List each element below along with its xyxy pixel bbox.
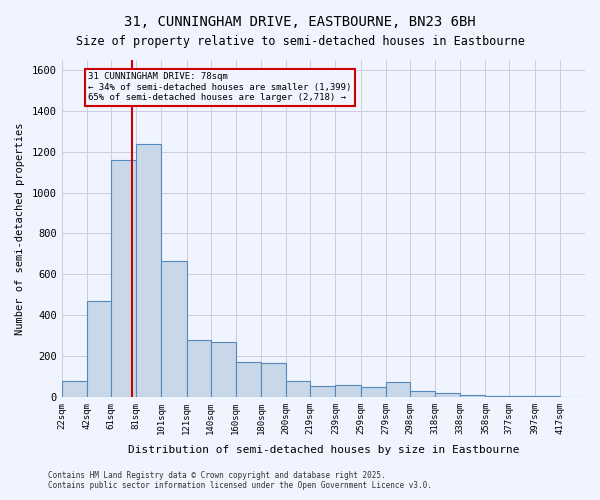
Bar bbox=[460, 394, 485, 397]
Text: Size of property relative to semi-detached houses in Eastbourne: Size of property relative to semi-detach… bbox=[76, 35, 524, 48]
Bar bbox=[410, 390, 435, 397]
Bar bbox=[111, 160, 136, 397]
Bar bbox=[310, 386, 335, 397]
Bar bbox=[361, 386, 386, 397]
Bar bbox=[286, 382, 310, 397]
Bar bbox=[187, 340, 211, 397]
Bar bbox=[435, 392, 460, 397]
Bar bbox=[211, 342, 236, 397]
Text: 31, CUNNINGHAM DRIVE, EASTBOURNE, BN23 6BH: 31, CUNNINGHAM DRIVE, EASTBOURNE, BN23 6… bbox=[124, 15, 476, 29]
Bar bbox=[136, 144, 161, 397]
Bar bbox=[485, 396, 509, 397]
Bar bbox=[161, 261, 187, 397]
Bar bbox=[335, 384, 361, 397]
Bar bbox=[62, 382, 87, 397]
Bar bbox=[236, 362, 261, 397]
Text: Contains HM Land Registry data © Crown copyright and database right 2025.
Contai: Contains HM Land Registry data © Crown c… bbox=[48, 470, 432, 490]
Bar bbox=[261, 363, 286, 397]
X-axis label: Distribution of semi-detached houses by size in Eastbourne: Distribution of semi-detached houses by … bbox=[128, 445, 519, 455]
Bar bbox=[87, 301, 111, 397]
Y-axis label: Number of semi-detached properties: Number of semi-detached properties bbox=[15, 122, 25, 334]
Text: 31 CUNNINGHAM DRIVE: 78sqm
← 34% of semi-detached houses are smaller (1,399)
65%: 31 CUNNINGHAM DRIVE: 78sqm ← 34% of semi… bbox=[88, 72, 352, 102]
Bar bbox=[386, 382, 410, 397]
Bar bbox=[509, 396, 535, 397]
